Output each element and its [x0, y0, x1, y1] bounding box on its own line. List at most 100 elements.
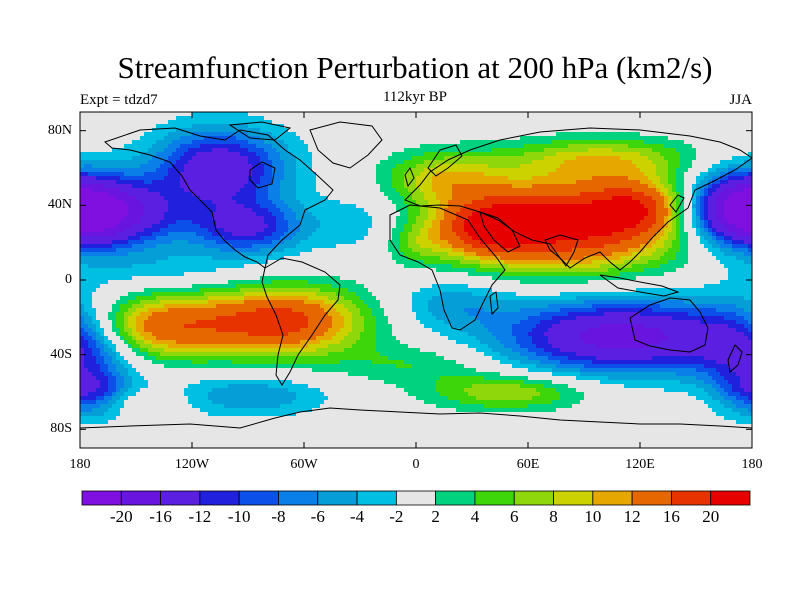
field-cell	[544, 212, 549, 217]
field-cell	[280, 228, 285, 233]
field-cell	[280, 136, 285, 141]
field-cell	[628, 200, 633, 205]
field-cell	[680, 200, 685, 205]
field-cell	[172, 192, 177, 197]
field-cell	[392, 172, 397, 177]
field-cell	[304, 116, 309, 121]
field-cell	[248, 204, 253, 209]
field-cell	[556, 144, 561, 149]
field-cell	[568, 180, 573, 185]
field-cell	[168, 224, 173, 229]
field-cell	[332, 196, 337, 201]
field-cell	[676, 140, 681, 145]
field-cell	[544, 188, 549, 193]
field-cell	[608, 200, 613, 205]
field-cell	[448, 200, 453, 205]
field-cell	[328, 192, 333, 197]
field-cell	[532, 220, 537, 225]
field-cell	[176, 180, 181, 185]
field-cell	[416, 144, 421, 149]
field-cell	[344, 196, 349, 201]
field-cell	[668, 136, 673, 141]
field-cell	[412, 192, 417, 197]
field-cell	[420, 140, 425, 145]
field-cell	[560, 124, 565, 129]
field-cell	[680, 132, 685, 137]
field-cell	[248, 196, 253, 201]
field-cell	[696, 128, 701, 133]
field-cell	[212, 160, 217, 165]
field-cell	[384, 200, 389, 205]
field-cell	[344, 176, 349, 181]
field-cell	[660, 132, 665, 137]
field-cell	[332, 132, 337, 137]
field-cell	[632, 140, 637, 145]
field-cell	[492, 168, 497, 173]
field-cell	[440, 148, 445, 153]
field-cell	[556, 124, 561, 129]
field-cell	[700, 192, 705, 197]
field-cell	[124, 192, 129, 197]
field-cell	[584, 152, 589, 157]
field-cell	[280, 128, 285, 133]
field-cell	[376, 196, 381, 201]
field-cell	[548, 208, 553, 213]
field-cell	[488, 184, 493, 189]
field-cell	[660, 140, 665, 145]
field-cell	[624, 204, 629, 209]
field-cell	[652, 116, 657, 121]
field-cell	[376, 176, 381, 181]
field-cell	[720, 164, 725, 169]
field-cell	[332, 192, 337, 197]
field-cell	[240, 144, 245, 149]
field-cell	[564, 156, 569, 161]
field-cell	[164, 216, 169, 221]
field-cell	[552, 196, 557, 201]
field-cell	[184, 120, 189, 125]
field-cell	[592, 220, 597, 225]
field-cell	[196, 188, 201, 193]
field-cell	[712, 148, 717, 153]
field-cell	[660, 152, 665, 157]
field-cell	[268, 208, 273, 213]
field-cell	[196, 212, 201, 217]
field-cell	[600, 160, 605, 165]
field-cell	[396, 156, 401, 161]
field-cell	[560, 140, 565, 145]
field-cell	[116, 192, 121, 197]
field-cell	[464, 164, 469, 169]
field-cell	[424, 132, 429, 137]
field-cell	[632, 164, 637, 169]
field-cell	[108, 184, 113, 189]
field-cell	[340, 128, 345, 133]
field-cell	[108, 152, 113, 157]
field-cell	[164, 188, 169, 193]
field-cell	[416, 164, 421, 169]
field-cell	[504, 192, 509, 197]
field-cell	[600, 208, 605, 213]
field-cell	[428, 180, 433, 185]
field-cell	[308, 172, 313, 177]
field-cell	[216, 132, 221, 137]
field-cell	[388, 156, 393, 161]
field-cell	[556, 220, 561, 225]
field-cell	[168, 208, 173, 213]
field-cell	[140, 196, 145, 201]
field-cell	[464, 212, 469, 217]
field-cell	[320, 208, 325, 213]
field-cell	[440, 124, 445, 129]
field-cell	[296, 228, 301, 233]
field-cell	[156, 192, 161, 197]
field-cell	[176, 120, 181, 125]
field-cell	[380, 172, 385, 177]
field-cell	[224, 136, 229, 141]
field-cell	[396, 164, 401, 169]
field-cell	[416, 160, 421, 165]
field-cell	[684, 128, 689, 133]
field-cell	[340, 172, 345, 177]
field-cell	[220, 204, 225, 209]
field-cell	[572, 184, 577, 189]
field-cell	[520, 212, 525, 217]
field-cell	[656, 156, 661, 161]
field-cell	[700, 132, 705, 137]
